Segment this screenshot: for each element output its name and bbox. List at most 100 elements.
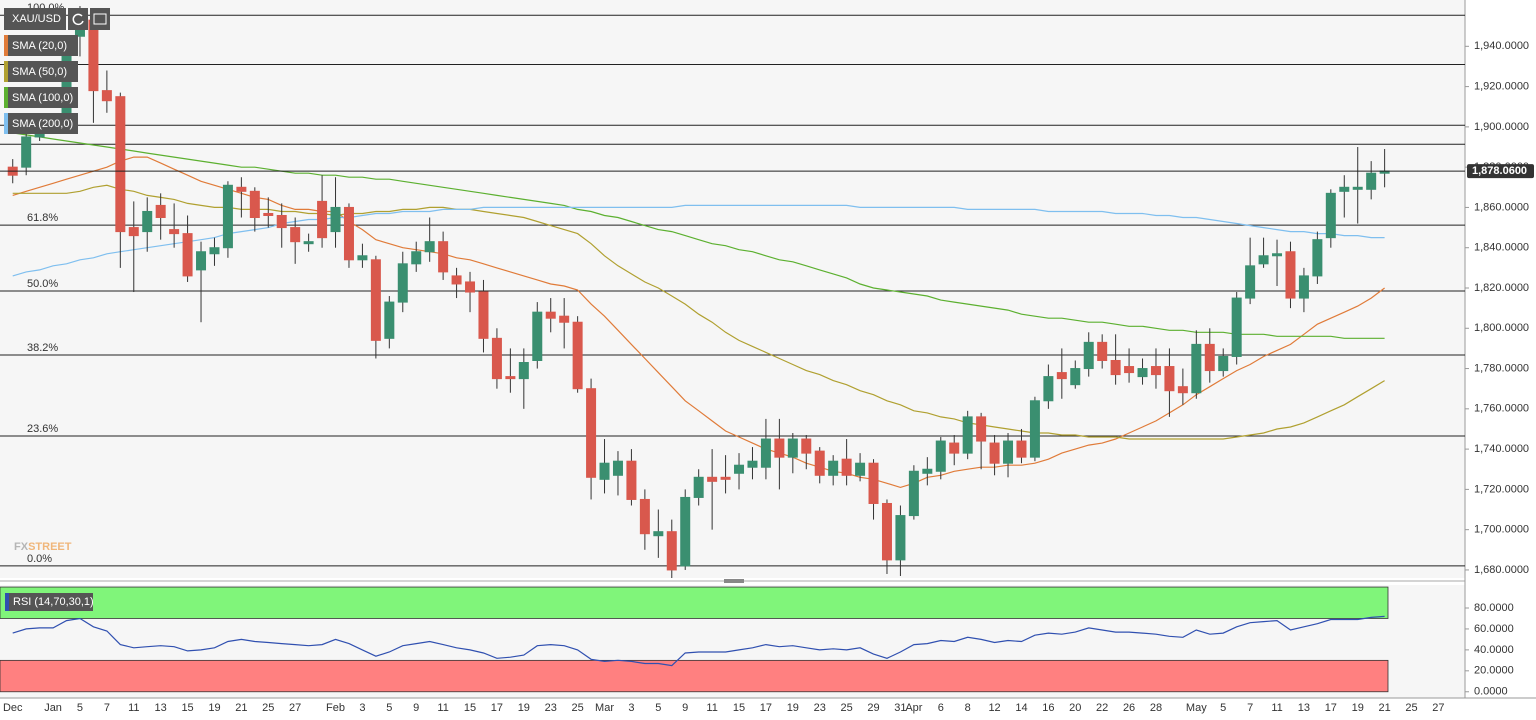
candle-body xyxy=(1204,343,1215,372)
candle-body xyxy=(653,531,664,537)
watermark-part: FX xyxy=(14,541,29,553)
x-tick-label: 6 xyxy=(938,702,944,714)
candle-body xyxy=(760,438,771,468)
legend-box[interactable] xyxy=(4,35,78,56)
x-tick-label: 21 xyxy=(235,702,247,714)
candle-body xyxy=(1231,297,1242,357)
rsi-line xyxy=(12,615,1385,667)
x-tick-label: 28 xyxy=(1150,702,1162,714)
current-price-box xyxy=(1467,164,1534,179)
symbol-box[interactable] xyxy=(4,8,66,30)
candle-body xyxy=(720,476,731,480)
candle-body xyxy=(1191,343,1202,394)
legend-box[interactable] xyxy=(4,87,78,108)
candle-body xyxy=(1245,265,1256,299)
candle-body xyxy=(276,214,287,229)
candle-body xyxy=(1218,355,1229,372)
candle-body xyxy=(303,241,314,245)
candle-body xyxy=(317,200,328,239)
candle-body xyxy=(935,440,946,472)
candle-body xyxy=(976,416,987,442)
candle-body xyxy=(774,438,785,458)
resize-handle[interactable] xyxy=(724,579,744,583)
y-tick-label: 0.0000 xyxy=(1474,686,1508,698)
candle-body xyxy=(1339,186,1350,192)
x-tick-label: 8 xyxy=(965,702,971,714)
fib-label: 23.6% xyxy=(27,423,58,435)
sma-line xyxy=(12,204,1385,277)
settings-icon xyxy=(93,13,107,25)
x-tick-label: 25 xyxy=(841,702,853,714)
x-tick-label: 13 xyxy=(155,702,167,714)
candle-body xyxy=(1124,366,1135,374)
legend-swatch xyxy=(4,87,8,108)
candle-body xyxy=(182,233,193,277)
fib-label: 61.8% xyxy=(27,212,58,224)
x-tick-label: 21 xyxy=(1379,702,1391,714)
candle-body xyxy=(949,442,960,454)
settings-button[interactable] xyxy=(90,8,110,30)
fib-label: 0.0% xyxy=(27,553,52,565)
y-tick-label: 60.0000 xyxy=(1474,623,1514,635)
candle-body xyxy=(343,206,354,261)
candle-body xyxy=(330,206,341,233)
x-tick-label: Dec xyxy=(3,702,23,714)
candle-body xyxy=(855,462,866,476)
candle-body xyxy=(1298,275,1309,299)
x-tick-label: 3 xyxy=(628,702,634,714)
y-tick-label: 80.0000 xyxy=(1474,602,1514,614)
y-tick-label: 40.0000 xyxy=(1474,644,1514,656)
y-tick-label: 1,800.0000 xyxy=(1474,322,1529,334)
candle-body xyxy=(1366,172,1377,190)
candle-body xyxy=(155,204,166,219)
candle-body xyxy=(142,210,153,233)
candle-body xyxy=(115,96,126,233)
x-tick-label: 7 xyxy=(104,702,110,714)
legend-swatch xyxy=(5,593,9,611)
candle-body xyxy=(841,458,852,476)
candle-body xyxy=(586,388,597,478)
x-tick-label: 14 xyxy=(1015,702,1027,714)
x-tick-label: 23 xyxy=(545,702,557,714)
refresh-button[interactable] xyxy=(68,8,88,30)
candle-body xyxy=(1016,440,1027,458)
x-tick-label: 9 xyxy=(682,702,688,714)
y-tick-label: 1,740.0000 xyxy=(1474,443,1529,455)
candle-body xyxy=(1003,440,1014,464)
main-panel xyxy=(0,0,1465,578)
legend-swatch xyxy=(4,61,8,82)
y-tick-label: 1,720.0000 xyxy=(1474,483,1529,495)
y-tick-label: 1,920.0000 xyxy=(1474,81,1529,93)
y-tick-label: 1,760.0000 xyxy=(1474,403,1529,415)
candle-body xyxy=(424,241,435,253)
fib-label: 50.0% xyxy=(27,278,58,290)
watermark-part: STREET xyxy=(28,541,72,553)
candle-body xyxy=(236,186,247,192)
candle-body xyxy=(881,502,892,561)
legend: XAU/USD xyxy=(4,8,110,30)
candle-body xyxy=(478,291,489,339)
candle-body xyxy=(1258,255,1269,265)
x-tick-label: 17 xyxy=(1325,702,1337,714)
candle-body xyxy=(88,19,99,92)
candle-body xyxy=(1043,376,1054,402)
x-tick-label: 13 xyxy=(1298,702,1310,714)
x-tick-label: 15 xyxy=(733,702,745,714)
candle-body xyxy=(1150,366,1161,376)
candle-body xyxy=(384,301,395,339)
x-tick-label: 23 xyxy=(814,702,826,714)
x-tick-label: Feb xyxy=(326,702,345,714)
x-tick-label: 7 xyxy=(1247,702,1253,714)
x-tick-label: 11 xyxy=(1271,702,1282,714)
x-tick-label: 22 xyxy=(1096,702,1108,714)
candle-body xyxy=(1312,239,1323,277)
candle-body xyxy=(101,90,112,102)
x-tick-label: May xyxy=(1186,702,1207,714)
candle-body xyxy=(1097,341,1108,361)
candle-body xyxy=(895,515,906,561)
legend-box[interactable] xyxy=(4,113,78,134)
legend-box[interactable] xyxy=(4,61,78,82)
x-tick-label: 27 xyxy=(1432,702,1444,714)
candle-body xyxy=(128,227,139,237)
